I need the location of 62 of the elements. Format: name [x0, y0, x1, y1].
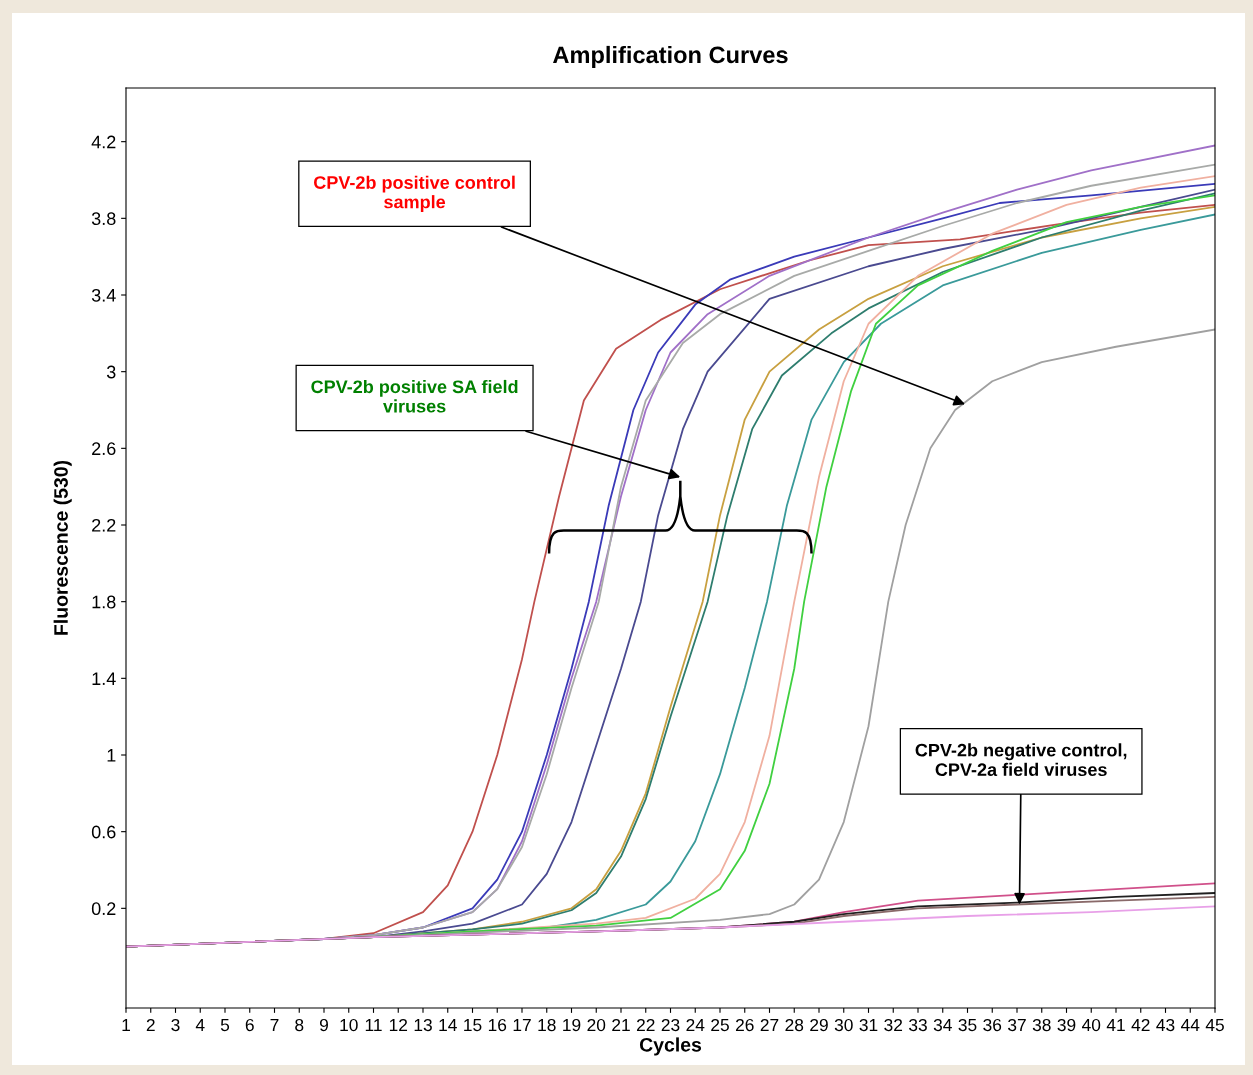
x-tick-label: 15	[464, 1019, 482, 1032]
x-tick-label: 27	[760, 1018, 779, 1031]
x-tick-label: 39	[1057, 1018, 1076, 1032]
x-tick-label: 6	[245, 1018, 254, 1032]
x-tick-label: 35	[958, 1018, 977, 1032]
chart-title: Amplification Curves	[553, 45, 788, 68]
y-tick-label: 0.2	[91, 902, 116, 916]
x-tick-label: 44	[1180, 1019, 1200, 1031]
x-tick-label: 42	[1131, 1018, 1150, 1031]
x-tick-label: 28	[785, 1018, 804, 1032]
x-tick-label: 25	[711, 1018, 729, 1032]
x-tick-label: 29	[810, 1018, 828, 1032]
x-tick-label: 13	[414, 1018, 432, 1032]
x-tick-label: 9	[319, 1018, 329, 1032]
y-tick-label: 3.8	[91, 212, 116, 226]
x-tick-label: 1	[122, 1019, 130, 1031]
x-tick-label: 8	[295, 1018, 304, 1032]
x-tick-label: 11	[365, 1019, 382, 1031]
x-tick-label: 41	[1106, 1019, 1125, 1031]
y-tick-label: 4.2	[91, 135, 116, 149]
x-tick-label: 14	[439, 1019, 457, 1031]
x-tick-label: 40	[1081, 1018, 1101, 1032]
x-tick-label: 16	[488, 1018, 507, 1032]
x-tick-label: 22	[636, 1018, 655, 1031]
y-tick-label: 3.4	[91, 288, 116, 302]
x-tick-label: 26	[735, 1018, 754, 1032]
y-tick-label: 3	[106, 365, 116, 379]
x-tick-label: 31	[859, 1018, 878, 1032]
x-tick-label: 18	[538, 1018, 556, 1032]
x-tick-label: 20	[587, 1018, 606, 1032]
y-tick-label: 0.6	[91, 825, 116, 839]
x-tick-label: 12	[389, 1018, 408, 1031]
annotation: CPV-2b positive control sample	[314, 175, 515, 212]
x-tick-label: 2	[146, 1018, 155, 1031]
x-tick-label: 3	[171, 1018, 180, 1032]
x-tick-label: 21	[612, 1018, 630, 1031]
x-tick-label: 32	[884, 1018, 903, 1032]
x-tick-label: 37	[1008, 1018, 1026, 1032]
x-axis-title: Cycles	[639, 1037, 702, 1056]
x-tick-label: 36	[983, 1018, 1002, 1032]
x-tick-label: 19	[563, 1018, 581, 1032]
annotation: CPV-2b positive SA field viruses	[311, 379, 518, 413]
x-tick-label: 38	[1032, 1018, 1051, 1032]
x-tick-label: 23	[661, 1018, 680, 1032]
y-axis-title: Fluorescence (530)	[53, 460, 72, 635]
x-tick-label: 45	[1205, 1019, 1224, 1032]
x-tick-label: 4	[195, 1019, 205, 1031]
x-tick-label: 33	[909, 1018, 927, 1032]
x-tick-label: 17	[513, 1019, 531, 1031]
annotation: CPV-2b negative control, CPV-2a field viruses	[915, 743, 1127, 777]
x-tick-label: 5	[220, 1019, 230, 1032]
y-tick-label: 2.6	[92, 442, 116, 456]
x-tick-label: 30	[834, 1018, 853, 1032]
x-tick-label: 43	[1156, 1018, 1175, 1032]
x-tick-label: 24	[686, 1018, 705, 1031]
x-tick-label: 34	[933, 1018, 952, 1032]
x-tick-label: 7	[270, 1019, 279, 1031]
x-tick-label: 10	[340, 1018, 358, 1032]
y-tick-label: 1.8	[92, 595, 116, 609]
y-tick-label: 1.4	[92, 672, 116, 685]
y-tick-label: 1	[107, 749, 116, 762]
y-tick-label: 2.2	[92, 518, 116, 532]
